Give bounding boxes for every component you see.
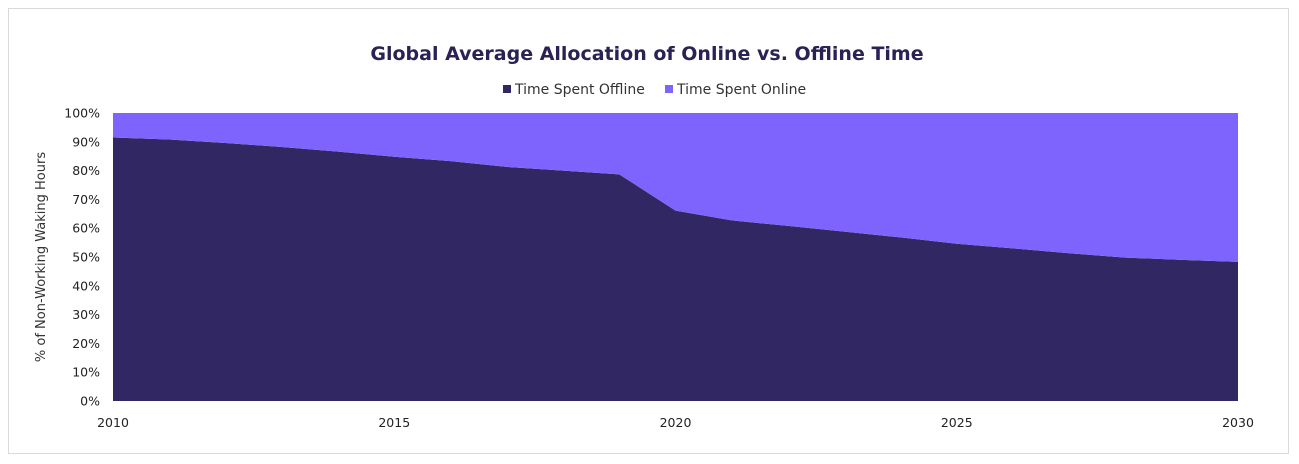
y-tick-label: 20%	[72, 336, 100, 351]
legend-item-offline: Time Spent Offline	[503, 82, 645, 98]
y-tick-label: 100%	[64, 106, 100, 121]
y-tick-label: 70%	[72, 192, 100, 207]
x-tick-label: 2030	[1222, 415, 1254, 430]
x-axis-ticks: 2010 2015 2020 2025 2030	[97, 415, 1254, 430]
y-tick-label: 30%	[72, 307, 100, 322]
legend-swatch-offline	[503, 85, 511, 93]
x-tick-label: 2010	[97, 415, 129, 430]
legend-label-offline: Time Spent Offline	[514, 82, 645, 98]
y-tick-label: 10%	[72, 365, 100, 380]
x-tick-label: 2025	[941, 415, 973, 430]
chart-legend: Time Spent Offline Time Spent Online	[503, 82, 806, 98]
y-tick-label: 80%	[72, 163, 100, 178]
area-series-online	[113, 113, 1238, 262]
plot-areas	[113, 113, 1238, 402]
x-tick-label: 2015	[378, 415, 410, 430]
chart-title: Global Average Allocation of Online vs. …	[370, 43, 923, 65]
legend-label-online: Time Spent Online	[676, 82, 806, 98]
y-tick-label: 0%	[80, 394, 100, 409]
legend-item-online: Time Spent Online	[665, 82, 806, 98]
y-tick-label: 50%	[72, 250, 100, 265]
area-series-offline	[113, 137, 1238, 402]
x-tick-label: 2020	[660, 415, 692, 430]
y-tick-label: 40%	[72, 278, 100, 293]
y-axis-title: % of Non-Working Waking Hours	[34, 152, 49, 362]
y-tick-label: 60%	[72, 221, 100, 236]
legend-swatch-online	[665, 85, 673, 93]
y-axis-ticks: 0% 10% 20% 30% 40% 50% 60% 70% 80% 90% 100%	[64, 106, 100, 409]
y-tick-label: 90%	[72, 134, 100, 149]
